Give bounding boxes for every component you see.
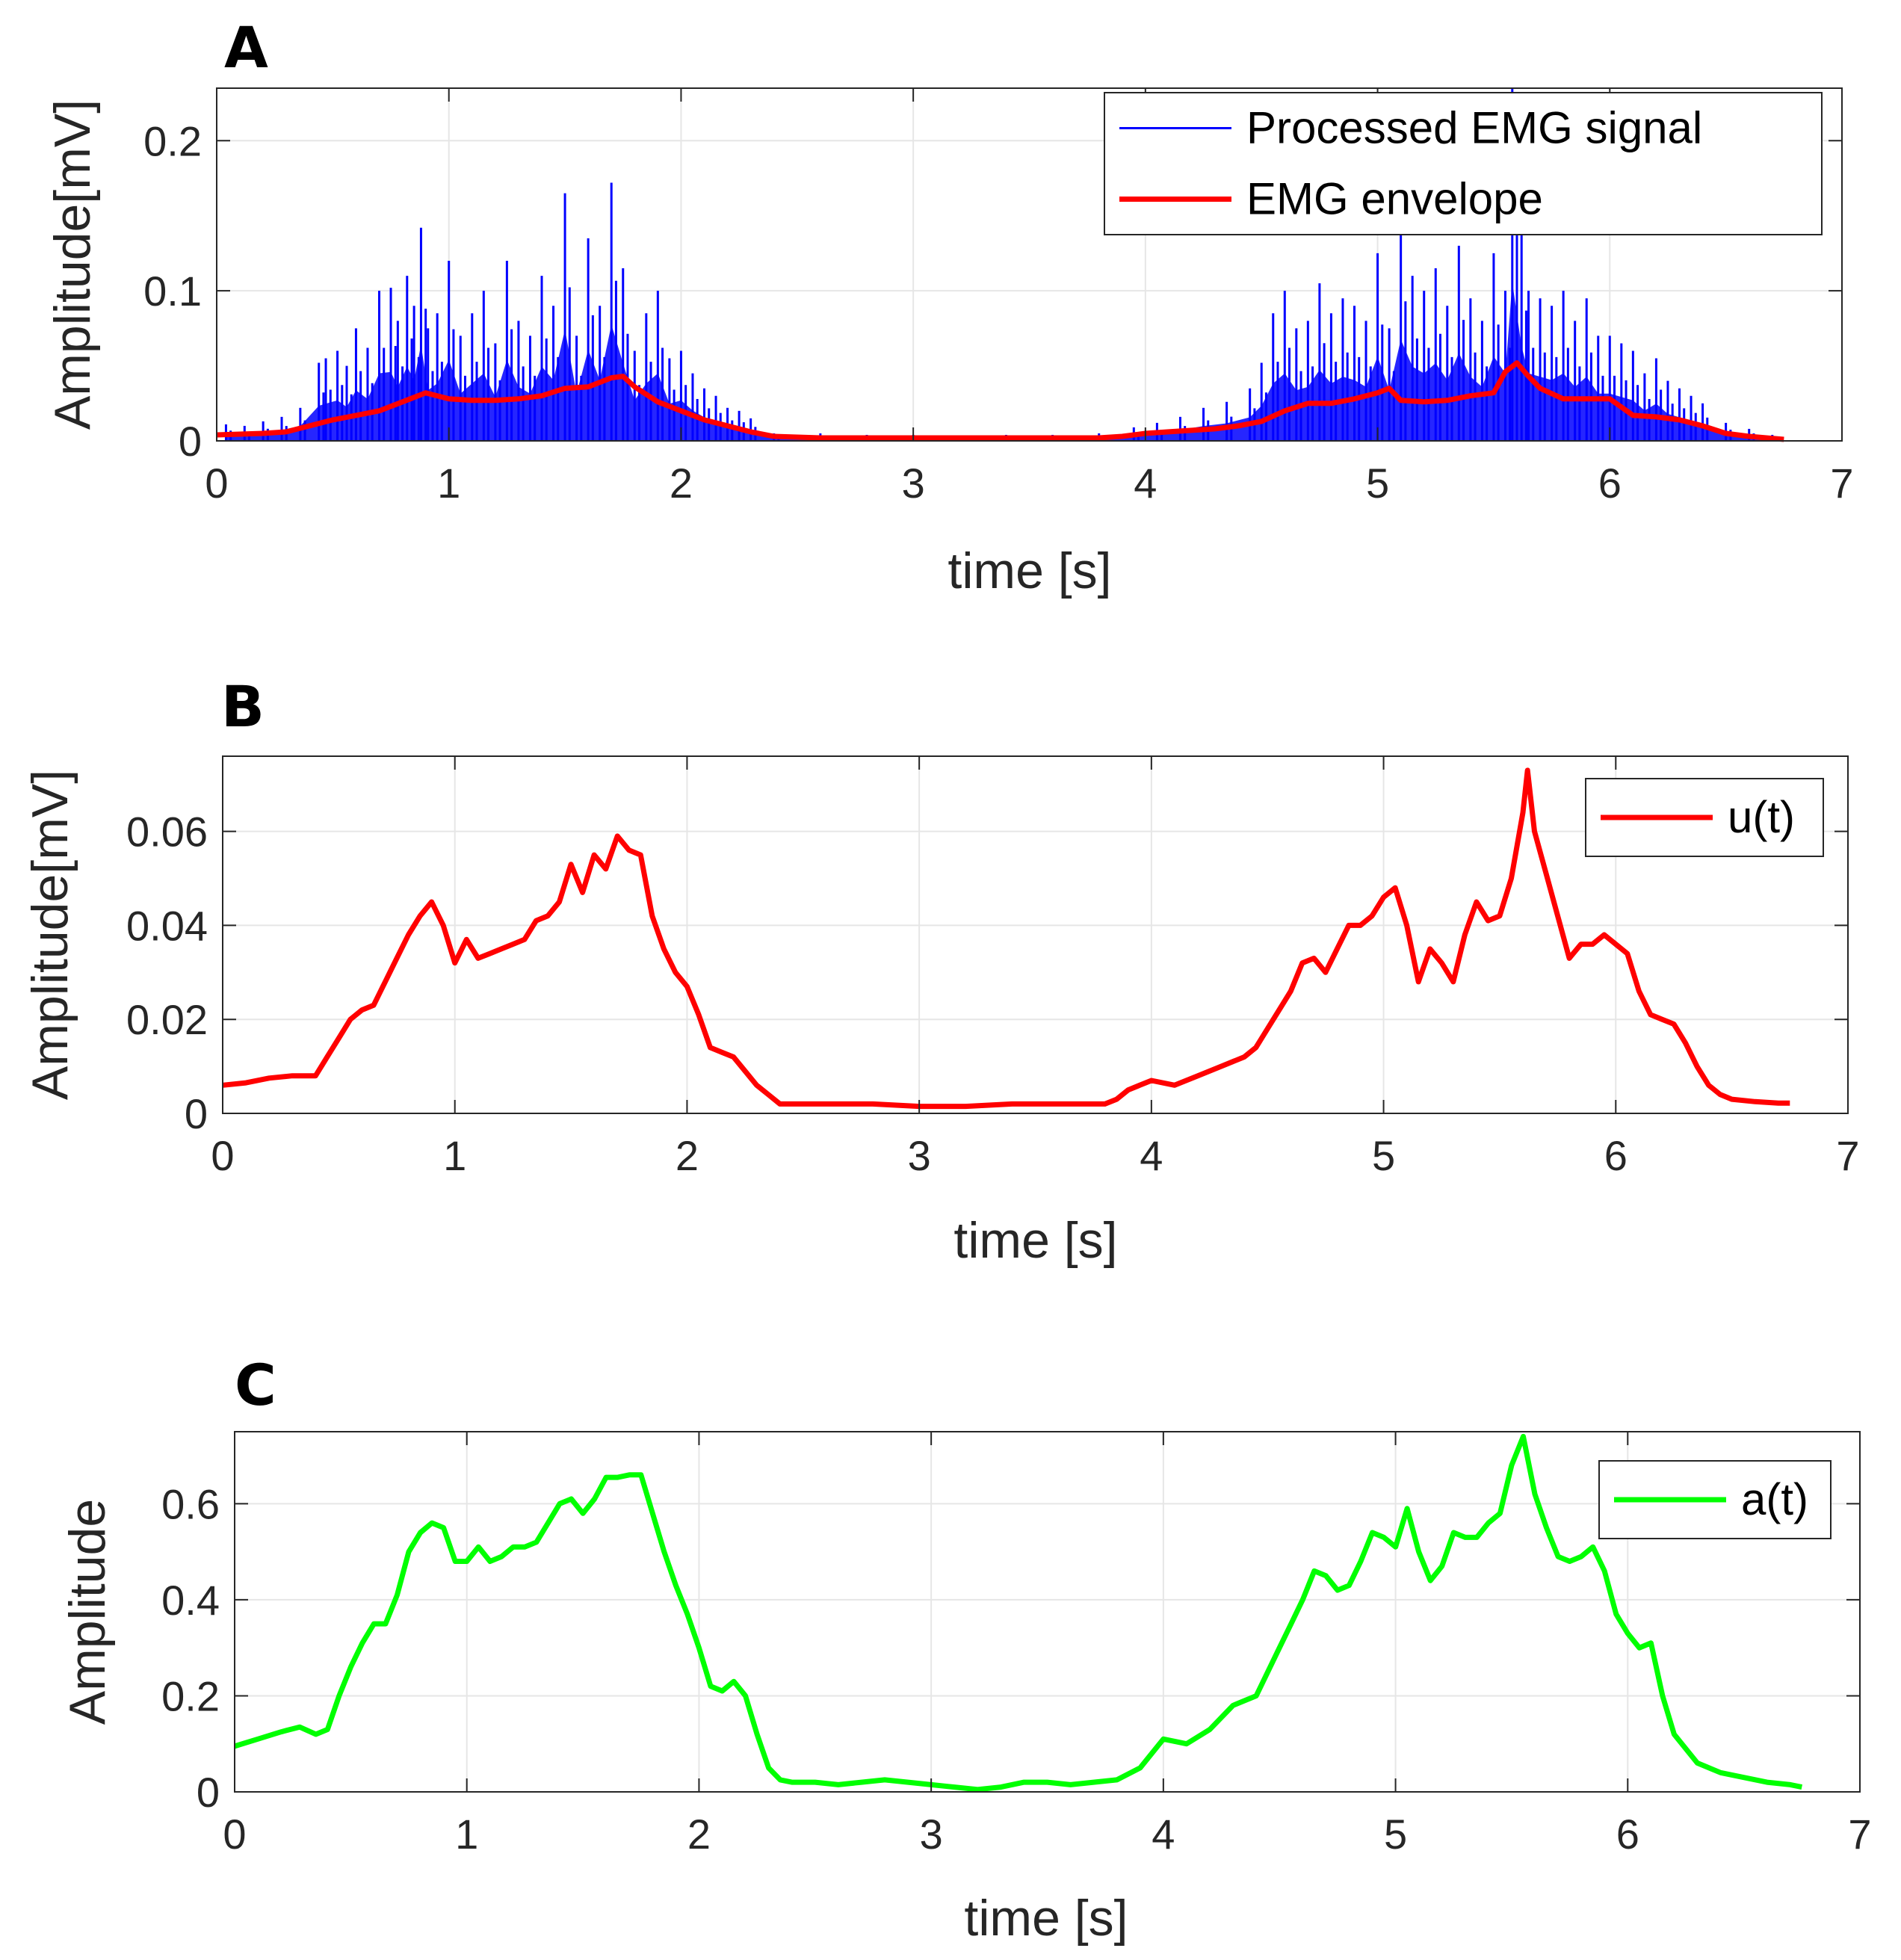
x-tick-label: 6	[1604, 1132, 1628, 1179]
y-tick-label: 0.2	[161, 1672, 220, 1719]
x-tick-label: 0	[223, 1811, 246, 1858]
x-tick-label: 1	[455, 1811, 478, 1858]
y-tick-label: 0	[179, 418, 202, 465]
x-tick-label: 3	[920, 1811, 943, 1858]
legend-label: a(t)	[1741, 1474, 1808, 1524]
axes-box	[234, 1431, 1861, 1793]
y-tick-label: 0.4	[161, 1577, 220, 1624]
x-tick-label: 3	[908, 1132, 931, 1179]
y-tick-label: 0.6	[161, 1480, 220, 1527]
x-tick-label: 7	[1848, 1811, 1871, 1858]
x-tick-label: 2	[687, 1811, 711, 1858]
plot-area	[235, 1432, 1860, 1792]
legend-box	[1104, 92, 1823, 235]
y-tick-label: 0.04	[126, 902, 208, 949]
series-line	[233, 1433, 1803, 1793]
y-axis-label: Amplitude	[59, 1499, 116, 1725]
legend: u(t)	[1585, 778, 1824, 857]
x-tick-label: 7	[1830, 460, 1853, 507]
x-tick-label: 2	[670, 460, 693, 507]
axes-box	[216, 87, 1843, 442]
y-tick-label: 0.02	[126, 996, 208, 1043]
raw-emg-signal	[224, 88, 1778, 441]
x-tick-label: 5	[1366, 460, 1389, 507]
y-tick-label: 0	[197, 1769, 220, 1816]
x-tick-label: 6	[1598, 460, 1622, 507]
axes-box	[222, 755, 1849, 1114]
plot-area	[223, 756, 1848, 1113]
x-tick-label: 1	[437, 460, 460, 507]
x-axis-label: time [s]	[953, 1212, 1117, 1269]
y-tick-label: 0.2	[143, 117, 202, 164]
panel-label: A	[224, 14, 268, 81]
x-axis-label: time [s]	[964, 1890, 1128, 1947]
y-tick-label: 0.06	[126, 809, 208, 856]
panel-label: B	[221, 673, 265, 740]
raw-emg-band	[226, 282, 1772, 441]
x-tick-label: 2	[676, 1132, 699, 1179]
y-tick-label: 0	[185, 1090, 208, 1137]
x-tick-label: 6	[1616, 1811, 1639, 1858]
panel-c: C 0 1 2 3 4 5 6 7 0 0.2 0.4 0.6 time [s] Amplitude a(t)	[59, 1352, 1872, 1947]
legend-label: u(t)	[1728, 792, 1795, 842]
x-axis-label: time [s]	[948, 542, 1111, 599]
legend: a(t)	[1598, 1460, 1832, 1539]
y-axis-label: Amplitude[mV]	[22, 770, 78, 1100]
panel-b: B 0 1 2 3 4 5 6 7 0 0.02 0.04 0.06 time [s] Amplitude[…	[22, 673, 1860, 1269]
legend: Processed EMG signal EMG envelope	[1104, 92, 1823, 235]
x-tick-label: 4	[1140, 1132, 1163, 1179]
x-tick-label: 0	[211, 1132, 234, 1179]
x-tick-label: 0	[205, 460, 228, 507]
x-tick-label: 1	[443, 1132, 466, 1179]
x-tick-label: 3	[902, 460, 925, 507]
panel-a: A 0 1 2 3 4 5 6 7 0 0.1 0.2 time [s] Amplitude[mV] Pro…	[44, 14, 1854, 599]
x-tick-label: 5	[1372, 1132, 1395, 1179]
y-axis-label: Amplitude[mV]	[44, 99, 101, 430]
legend-label: EMG envelope	[1246, 174, 1543, 224]
series-line	[222, 767, 1790, 1110]
legend-label: Processed EMG signal	[1246, 103, 1702, 153]
x-tick-label: 4	[1134, 460, 1157, 507]
x-tick-label: 5	[1384, 1811, 1407, 1858]
x-tick-label: 7	[1836, 1132, 1859, 1179]
x-tick-label: 4	[1152, 1811, 1175, 1858]
panel-label: C	[235, 1352, 276, 1418]
y-tick-label: 0.1	[143, 268, 202, 315]
series-line	[216, 360, 1784, 442]
